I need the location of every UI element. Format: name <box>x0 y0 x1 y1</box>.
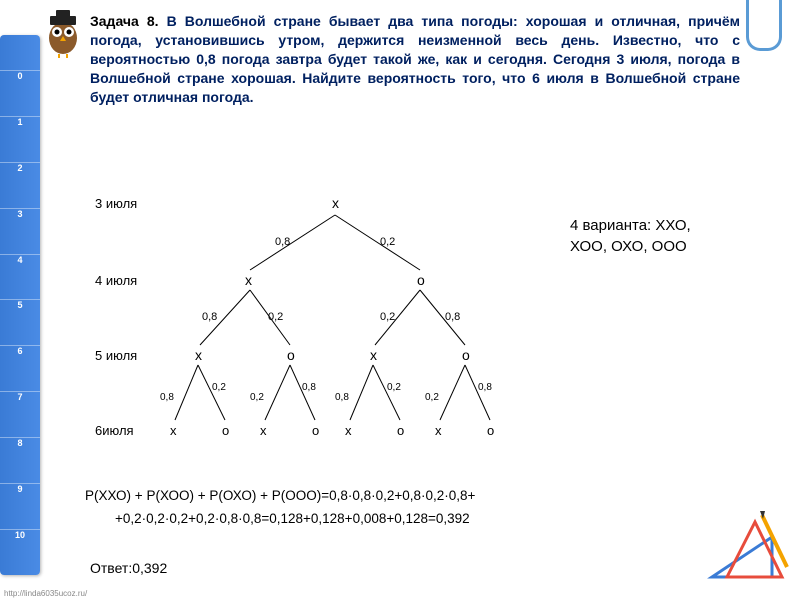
node: о <box>397 423 404 438</box>
calc-line1: Р(ХХО) + Р(ХОО) + Р(ОХО) + Р(ООО)=0,8·0,… <box>85 485 700 508</box>
prob: 0,2 <box>380 236 395 248</box>
node: о <box>287 347 295 363</box>
node: о <box>462 347 470 363</box>
row-label: 6июля <box>95 423 134 438</box>
problem-label: Задача 8. <box>90 13 159 29</box>
prob: 0,8 <box>160 392 174 403</box>
calculation: Р(ХХО) + Р(ХОО) + Р(ОХО) + Р(ООО)=0,8·0,… <box>85 485 700 531</box>
problem-text: Задача 8. В Волшебной стране бывает два … <box>90 12 740 106</box>
ruler-tick: 0 <box>0 70 40 81</box>
prob: 0,2 <box>380 311 395 323</box>
ruler-tick: 5 <box>0 299 40 310</box>
node: о <box>417 272 425 288</box>
tools-icon <box>707 507 792 582</box>
owl-icon <box>42 8 84 58</box>
row-label: 3 июля <box>95 196 137 211</box>
row-label: 5 июля <box>95 348 137 363</box>
paperclip-icon <box>746 0 782 51</box>
variants-line2: ХОО, ОХО, ООО <box>570 236 760 257</box>
prob: 0,8 <box>275 236 290 248</box>
site-url: http://linda6035ucoz.ru/ <box>4 589 87 598</box>
node: х <box>332 195 339 211</box>
problem-body: В Волшебной стране бывает два типа погод… <box>90 13 740 105</box>
node: х <box>260 423 267 438</box>
prob: 0,2 <box>250 392 264 403</box>
ruler-tick: 7 <box>0 391 40 402</box>
prob: 0,2 <box>387 382 401 393</box>
problem-block: Задача 8. В Волшебной стране бывает два … <box>90 12 740 106</box>
node: о <box>487 423 494 438</box>
prob: 0,8 <box>478 382 492 393</box>
prob: 0,2 <box>212 382 226 393</box>
node: х <box>245 272 252 288</box>
ruler-tick: 4 <box>0 254 40 265</box>
node: х <box>435 423 442 438</box>
prob: 0,2 <box>425 392 439 403</box>
prob: 0,8 <box>445 311 460 323</box>
ruler-decoration: 0 1 2 3 4 5 6 7 8 9 10 <box>0 35 40 575</box>
ruler-tick: 3 <box>0 208 40 219</box>
slide: 0 1 2 3 4 5 6 7 8 9 10 Задача 8. В Волше… <box>0 0 800 600</box>
node: х <box>345 423 352 438</box>
ruler-tick: 10 <box>0 529 40 540</box>
node: о <box>312 423 319 438</box>
ruler-tick: 2 <box>0 162 40 173</box>
calc-line2: +0,2·0,2·0,2+0,2·0,8·0,8=0,128+0,128+0,0… <box>85 508 700 531</box>
node: о <box>222 423 229 438</box>
node: х <box>370 347 377 363</box>
row-label: 4 июля <box>95 273 137 288</box>
variants-line1: 4 варианта: ХХО, <box>570 215 760 236</box>
ruler-tick: 6 <box>0 345 40 356</box>
ruler-tick: 8 <box>0 437 40 448</box>
ruler-tick: 9 <box>0 483 40 494</box>
ruler-tick: 1 <box>0 116 40 127</box>
prob: 0,2 <box>268 311 283 323</box>
answer: Ответ:0,392 <box>90 560 167 576</box>
prob: 0,8 <box>335 392 349 403</box>
node: х <box>170 423 177 438</box>
prob: 0,8 <box>202 311 217 323</box>
probability-tree: 3 июля 4 июля 5 июля 6июля х 0,8 0,2 х о… <box>90 190 510 450</box>
node: х <box>195 347 202 363</box>
variants-text: 4 варианта: ХХО, ХОО, ОХО, ООО <box>570 215 760 257</box>
prob: 0,8 <box>302 382 316 393</box>
